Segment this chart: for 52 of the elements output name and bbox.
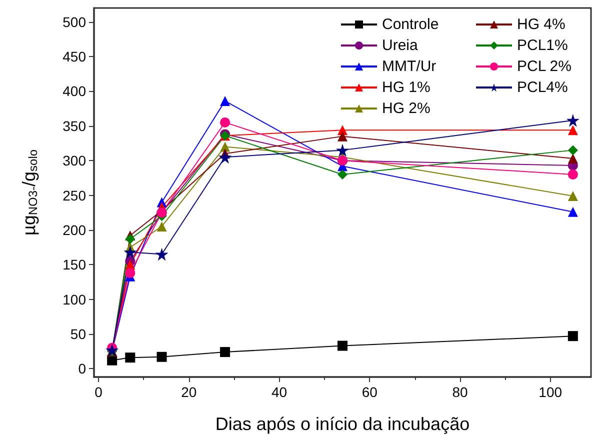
point bbox=[220, 96, 230, 106]
legend-label: Ureia bbox=[382, 37, 418, 54]
point bbox=[338, 131, 348, 142]
x-tick-label: 80 bbox=[452, 384, 468, 400]
point bbox=[124, 246, 137, 259]
point bbox=[568, 206, 578, 217]
y-tick-label: 200 bbox=[62, 222, 86, 238]
legend-label: Controle bbox=[382, 16, 439, 33]
y-tick-label: 450 bbox=[62, 48, 86, 65]
point bbox=[568, 190, 578, 201]
point bbox=[220, 347, 230, 358]
point bbox=[220, 117, 230, 128]
point bbox=[107, 355, 118, 366]
legend-label: MMT/Ur bbox=[382, 58, 436, 75]
point bbox=[155, 248, 168, 261]
point bbox=[156, 221, 167, 232]
legend-label: PCL 2% bbox=[517, 58, 572, 75]
y-tick-label: 300 bbox=[62, 152, 86, 169]
y-tick-label: 350 bbox=[62, 118, 86, 134]
point bbox=[338, 169, 348, 180]
x-axis-title: Dias após o início da incubação bbox=[215, 414, 470, 434]
point bbox=[568, 145, 578, 156]
x-tick-label: 40 bbox=[271, 384, 288, 400]
point bbox=[156, 352, 167, 362]
point bbox=[218, 150, 232, 164]
x-tick-label: 0 bbox=[94, 384, 103, 400]
y-tick-label: 500 bbox=[62, 14, 86, 30]
point bbox=[336, 144, 349, 157]
y-tick-label: 50 bbox=[70, 326, 86, 342]
legend-label: HG 4% bbox=[517, 16, 566, 33]
point bbox=[566, 114, 580, 127]
x-tick-label: 20 bbox=[181, 384, 197, 400]
y-tick-label: 100 bbox=[62, 291, 86, 308]
point bbox=[125, 268, 136, 278]
y-axis-title: µgNO3-/gsolo bbox=[19, 149, 40, 236]
y-tick-label: 150 bbox=[62, 256, 86, 273]
y-tick-label: 250 bbox=[62, 187, 86, 204]
y-tick-label: 0 bbox=[78, 360, 86, 377]
x-tick-label: 60 bbox=[362, 384, 378, 400]
legend-label: PCL1% bbox=[517, 37, 568, 54]
legend-label: PCL4% bbox=[517, 79, 568, 96]
point bbox=[125, 234, 136, 244]
x-tick-label: 100 bbox=[538, 384, 562, 400]
point bbox=[568, 331, 578, 342]
point bbox=[568, 169, 578, 180]
legend-label: HG 2% bbox=[382, 100, 430, 117]
point bbox=[568, 125, 578, 136]
point bbox=[568, 154, 578, 164]
point bbox=[125, 352, 136, 363]
legend-label: HG 1% bbox=[382, 79, 430, 96]
point bbox=[338, 340, 348, 351]
y-tick-label: 400 bbox=[62, 83, 86, 100]
